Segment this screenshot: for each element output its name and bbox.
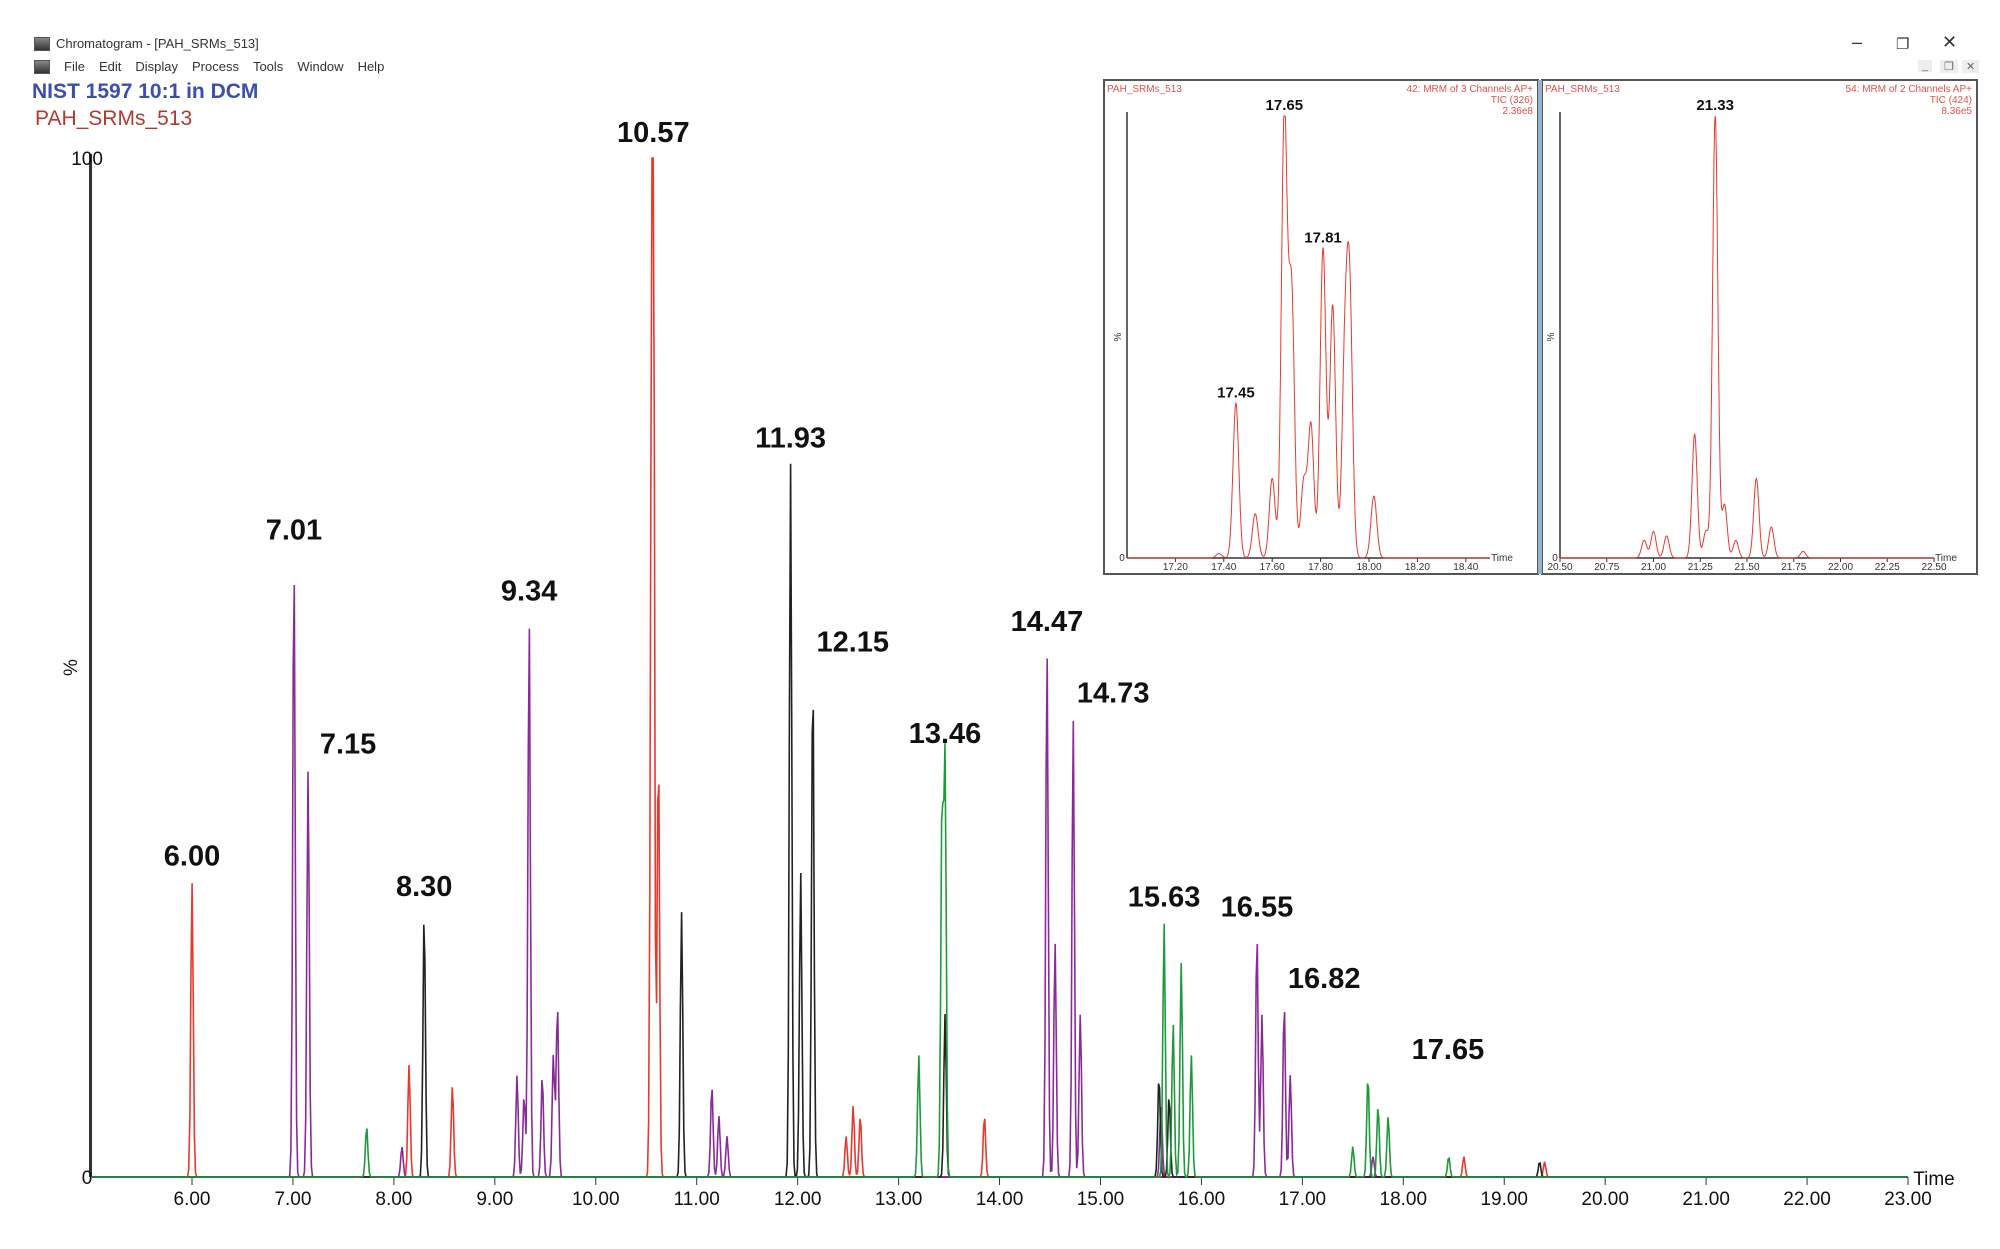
peak-label: 13.46 [909,718,982,750]
mdi-minimize-button[interactable]: _ [1918,60,1933,72]
peak-label: 17.81 [1304,230,1342,247]
x-tick-label: 9.00 [476,1189,513,1210]
peak-label: 12.15 [816,627,889,659]
peak-label: 15.63 [1128,881,1201,913]
inset-header-line: TIC (326) [1491,95,1533,106]
peak-label: 17.65 [1266,97,1304,114]
x-tick-label: 22.00 [1828,562,1853,573]
y-tick-label: 0 [82,1168,93,1189]
close-button[interactable]: ✕ [1942,32,1958,52]
x-tick-label: 16.00 [1178,1189,1226,1210]
x-tick-label: 18.40 [1453,562,1478,573]
x-tick-label: 19.00 [1480,1189,1528,1210]
x-tick-label: 13.00 [875,1189,923,1210]
x-tick-label: 20.00 [1581,1189,1629,1210]
menu-tools[interactable]: Tools [252,59,284,74]
x-tick-label: 18.20 [1405,562,1430,573]
x-tick-label: 23.00 [1884,1189,1932,1210]
window-title: Chromatogram - [PAH_SRMs_513] [56,36,259,51]
x-tick-label: 11.00 [674,1189,720,1210]
window-title-bar: Chromatogram - [PAH_SRMs_513] [34,36,259,51]
y-tick-label: 100 [71,149,103,170]
x-tick-label: 17.40 [1211,562,1236,573]
x-tick-label: 17.20 [1163,562,1188,573]
x-axis-label: Time [1491,553,1513,564]
x-tick-label: 17.60 [1260,562,1285,573]
trace-red-1 [1127,115,1490,559]
y-axis-label: % [1546,332,1557,341]
minimize-button[interactable]: – [1852,32,1863,52]
peak-label: 9.34 [501,576,557,608]
x-axis-label: Time [1935,553,1957,564]
x-tick-label: 20.75 [1594,562,1619,573]
y-tick-label: 0 [1552,553,1558,564]
peak-label: 11.93 [755,423,826,455]
inset-header-line: 8.36e5 [1941,106,1972,117]
x-tick-label: 20.50 [1547,562,1572,573]
peak-label: 17.45 [1217,384,1255,401]
menu-process[interactable]: Process [191,59,239,74]
inset-header-line: 42: MRM of 3 Channels AP+ [1407,84,1534,95]
x-axis-label: Time [1913,1169,1955,1190]
menu-file[interactable]: File [64,59,85,74]
x-tick-label: 21.50 [1734,562,1759,573]
document-icon[interactable] [34,59,50,74]
y-axis-label: % [61,659,82,676]
x-tick-label: 21.75 [1781,562,1806,573]
peak-label: 6.00 [164,840,220,872]
peak-label: 21.33 [1696,97,1734,114]
x-tick-label: 18.00 [1380,1189,1428,1210]
inset-header-line: TIC (424) [1930,95,1972,106]
x-tick-label: 12.00 [774,1189,822,1210]
inset-panel [1541,79,1978,575]
peak-label: 7.15 [320,728,376,760]
menu-help[interactable]: Help [357,59,385,74]
app-icon [34,36,50,51]
inset-file-name: PAH_SRMs_513 [1107,84,1182,95]
peak-label: 10.57 [617,117,690,149]
x-tick-label: 8.00 [375,1189,412,1210]
menu-display[interactable]: Display [135,59,178,74]
peak-label: 17.65 [1412,1034,1485,1066]
inset-panel [1103,79,1539,575]
peak-label: 7.01 [266,514,322,546]
mdi-restore-button[interactable]: ❐ [1940,60,1958,73]
x-tick-label: 17.80 [1308,562,1333,573]
x-tick-label: 21.00 [1682,1189,1730,1210]
peak-label: 16.82 [1288,963,1361,995]
restore-button[interactable]: ❐ [1896,36,1910,53]
mdi-close-button[interactable]: ✕ [1962,60,1980,73]
x-tick-label: 7.00 [274,1189,311,1210]
x-tick-label: 6.00 [174,1189,211,1210]
x-tick-label: 10.00 [572,1189,620,1210]
inset-file-name: PAH_SRMs_513 [1545,84,1620,95]
peak-label: 14.73 [1077,677,1150,709]
menu-window[interactable]: Window [297,59,344,74]
peak-label: 8.30 [396,871,452,903]
inset-divider [1538,80,1542,574]
peak-label: 14.47 [1011,606,1084,638]
x-tick-label: 15.00 [1077,1189,1125,1210]
peak-label: 16.55 [1221,891,1294,923]
x-tick-label: 21.00 [1641,562,1666,573]
x-tick-label: 14.00 [976,1189,1024,1210]
inset-header-line: 2.36e8 [1502,106,1533,117]
x-tick-label: 17.00 [1279,1189,1327,1210]
x-tick-label: 22.00 [1783,1189,1831,1210]
x-tick-label: 21.25 [1688,562,1713,573]
sample-title: NIST 1597 10:1 in DCM [32,80,259,103]
y-axis-label: % [1113,332,1124,341]
file-name: PAH_SRMs_513 [35,107,193,130]
inset-header-line: 54: MRM of 2 Channels AP+ [1846,84,1973,95]
trace-green-0 [91,743,1908,1180]
y-tick-label: 0 [1119,553,1125,564]
trace-purple-0 [91,584,1908,1178]
trace-red-2 [1560,115,1934,559]
x-tick-label: 18.00 [1356,562,1381,573]
x-tick-label: 22.25 [1875,562,1900,573]
menu-edit[interactable]: Edit [98,59,122,74]
x-tick-label: 22.50 [1921,562,1946,573]
menu-bar: File Edit Display Process Tools Window H… [34,59,384,74]
